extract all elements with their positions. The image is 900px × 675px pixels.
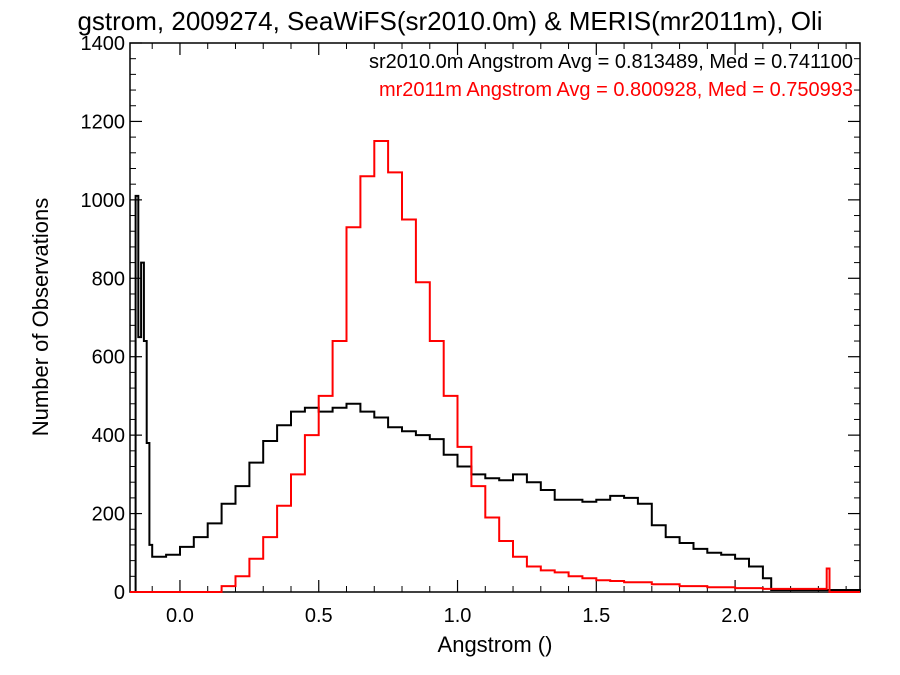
chart-title: gstrom, 2009274, SeaWiFS(sr2010.0m) & ME… [77,6,822,36]
y-tick-label: 400 [92,425,125,447]
y-axis: 0 200 400 600 800 1000 1200 1400 [81,33,860,604]
x-tick-label: 2.0 [721,605,749,627]
y-tick-label: 0 [114,582,125,604]
x-tick-label: 0.5 [305,605,333,627]
series-mr2011m [130,140,860,593]
y-axis-label: Number of Observations [28,198,53,436]
y-tick-label: 1000 [81,190,126,212]
y-tick-label: 1400 [81,33,126,55]
x-axis-label: Angstrom () [438,632,553,657]
plot-frame [129,42,861,593]
annotation-sr2010: sr2010.0m Angstrom Avg = 0.813489, Med =… [369,51,853,73]
series-layer [130,140,861,593]
x-tick-label: 1.0 [444,605,472,627]
x-tick-label: 0.0 [166,605,194,627]
y-tick-label: 200 [92,504,125,526]
y-tick-label: 1200 [81,111,126,133]
y-tick-label: 600 [92,347,125,369]
annotation-mr2011: mr2011m Angstrom Avg = 0.800928, Med = 0… [379,79,853,101]
x-axis: 0.0 0.5 1.0 1.5 2.0 [151,43,847,627]
series-sr2010.0m [132,194,861,593]
x-tick-label: 1.5 [582,605,610,627]
y-tick-label: 800 [92,268,125,290]
